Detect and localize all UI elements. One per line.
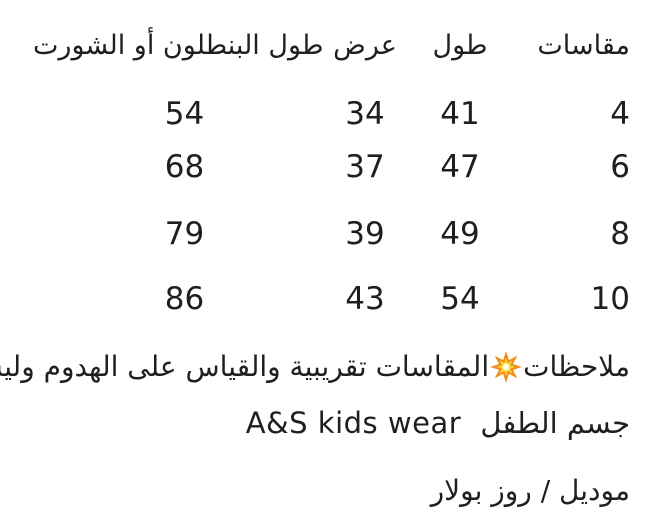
column-header-length: طول bbox=[432, 30, 488, 61]
table-row-size-8: 79 39 49 8 bbox=[0, 216, 669, 252]
column-header-pants-length: طول البنطلون أو الشورت bbox=[33, 30, 324, 61]
width-value: 39 bbox=[345, 216, 385, 252]
notes-text-arabic: جسم الطفل bbox=[480, 406, 630, 440]
column-header-sizes: مقاسات bbox=[537, 30, 630, 61]
table-row-size-6: 68 37 47 6 bbox=[0, 149, 669, 185]
size-value: 6 bbox=[610, 149, 630, 185]
notes-line-2: جسم الطفل A&S kids wear bbox=[246, 402, 630, 444]
width-value: 34 bbox=[345, 96, 385, 132]
pants-length-value: 86 bbox=[164, 281, 205, 317]
table-row-size-4: 54 34 41 4 bbox=[0, 96, 669, 132]
table-header-row: طول البنطلون أو الشورت عرض طول مقاسات bbox=[0, 28, 669, 64]
pants-length-value: 54 bbox=[164, 96, 205, 132]
table-row-size-10: 86 43 54 10 bbox=[0, 281, 669, 317]
length-value: 47 bbox=[440, 149, 480, 185]
length-value: 54 bbox=[440, 281, 480, 317]
width-value: 37 bbox=[345, 149, 385, 185]
column-header-width: عرض bbox=[333, 30, 397, 61]
width-value: 43 bbox=[345, 281, 385, 317]
pants-length-value: 68 bbox=[164, 149, 205, 185]
collision-burst-icon bbox=[490, 350, 523, 384]
notes-line-1: ملاحظات المقاسات تقريبية والقياس على اله… bbox=[0, 346, 630, 388]
notes-text: المقاسات تقريبية والقياس على الهدوم وليس bbox=[0, 350, 490, 383]
size-value: 8 bbox=[610, 216, 630, 252]
brand-name: A&S kids wear bbox=[245, 406, 462, 440]
pants-length-value: 79 bbox=[164, 216, 205, 252]
notes-label: ملاحظات bbox=[523, 350, 630, 383]
length-value: 49 bbox=[440, 216, 480, 252]
size-value: 4 bbox=[610, 96, 630, 132]
length-value: 41 bbox=[440, 96, 480, 132]
size-value: 10 bbox=[590, 281, 630, 317]
model-line: موديل / روز بولار bbox=[430, 474, 630, 507]
